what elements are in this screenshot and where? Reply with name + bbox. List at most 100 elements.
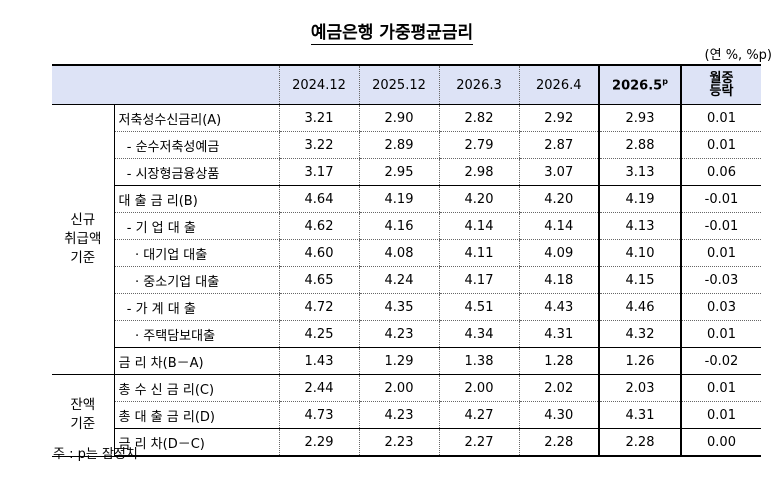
cell-value: 2.82	[438, 104, 519, 132]
table-row: 금 리 차(D－C) 2.29 2.23 2.27 2.28 2.28 0.00	[52, 428, 761, 457]
cell-value: 2.28	[598, 428, 682, 457]
cell-value: -0.03	[680, 266, 761, 294]
cell-value: 2.44	[278, 374, 359, 402]
cell-value: 3.13	[598, 158, 682, 186]
row-label: - 순수저축성예금	[113, 131, 279, 159]
table-title: 예금은행 가중평균금리	[310, 23, 474, 45]
cell-value: 4.23	[358, 401, 439, 429]
table-row: 대 출 금 리(B) 4.64 4.19 4.20 4.20 4.19 -0.01	[52, 185, 761, 213]
table-row: 총 대 출 금 리(D) 4.73 4.23 4.27 4.30 4.31 0.01	[52, 401, 761, 429]
table-row: · 중소기업 대출 4.65 4.24 4.17 4.18 4.15 -0.03	[52, 266, 761, 294]
cell-value: 1.29	[358, 347, 439, 375]
table-row: · 대기업 대출 4.60 4.08 4.11 4.09 4.10 0.01	[52, 239, 761, 267]
cell-value: 4.09	[518, 239, 599, 267]
cell-value: 4.46	[598, 293, 682, 321]
cell-value: 4.20	[438, 185, 519, 213]
row-label: - 시장형금융상품	[113, 158, 279, 186]
group-label: 잔액 기준	[52, 374, 115, 457]
cell-value: 4.23	[358, 320, 439, 348]
row-label: · 대기업 대출	[113, 239, 279, 267]
interest-rate-table: 2024.12 2025.12 2026.3 2026.4 2026.5p 월중…	[52, 64, 761, 457]
cell-value: 0.03	[680, 293, 761, 321]
cell-value: 0.00	[680, 428, 761, 457]
cell-value: 4.51	[438, 293, 519, 321]
header-2024-12: 2024.12	[278, 64, 359, 105]
table-row: 잔액 기준 총 수 신 금 리(C) 2.44 2.00 2.00 2.02 2.03 0.0…	[52, 374, 761, 457]
cell-value: 2.95	[358, 158, 439, 186]
cell-value: 2.23	[358, 428, 439, 457]
cell-value: 3.22	[278, 131, 359, 159]
cell-value: 1.43	[278, 347, 359, 375]
cell-value: -0.02	[680, 347, 761, 375]
row-label: - 기 업 대 출	[113, 212, 279, 240]
cell-value: 4.72	[278, 293, 359, 321]
cell-value: 0.06	[680, 158, 761, 186]
cell-value: 0.01	[680, 320, 761, 348]
cell-value: 1.38	[438, 347, 519, 375]
row-label: 총 수 신 금 리(C)	[113, 374, 279, 402]
cell-value: 4.64	[278, 185, 359, 213]
cell-value: 2.00	[358, 374, 439, 402]
cell-value: 4.31	[518, 320, 599, 348]
cell-value: 4.34	[438, 320, 519, 348]
cell-value: 2.79	[438, 131, 519, 159]
cell-value: 4.35	[358, 293, 439, 321]
cell-value: 4.10	[598, 239, 682, 267]
header-2025-12: 2025.12	[358, 64, 439, 105]
cell-value: 0.01	[680, 104, 761, 132]
table-body: 신규 취급액 기준 저축성수신금리(A) 3.21 2.90 2.82 2.92 2.93 0…	[52, 104, 761, 457]
cell-value: 3.17	[278, 158, 359, 186]
cell-value: 1.26	[598, 347, 682, 375]
row-label: · 주택담보대출	[113, 320, 279, 348]
header-2026-5: 2026.5p	[598, 64, 682, 105]
row-label: · 중소기업 대출	[113, 266, 279, 294]
cell-value: 4.27	[438, 401, 519, 429]
cell-value: 3.21	[278, 104, 359, 132]
cell-value: -0.01	[680, 212, 761, 240]
cell-value: 4.16	[358, 212, 439, 240]
cell-value: 2.00	[438, 374, 519, 402]
cell-value: 4.08	[358, 239, 439, 267]
table-row: - 순수저축성예금 3.22 2.89 2.79 2.87 2.88 0.01	[52, 131, 761, 159]
cell-value: 4.73	[278, 401, 359, 429]
header-2026-3: 2026.3	[438, 64, 519, 105]
cell-value: 2.27	[438, 428, 519, 457]
cell-value: 2.88	[598, 131, 682, 159]
row-label: 대 출 금 리(B)	[113, 185, 279, 213]
cell-value: 4.17	[438, 266, 519, 294]
cell-value: 4.15	[598, 266, 682, 294]
header-2026-4: 2026.4	[518, 64, 599, 105]
cell-value: 2.28	[518, 428, 599, 457]
cell-value: 4.11	[438, 239, 519, 267]
table-row: · 주택담보대출 4.25 4.23 4.34 4.31 4.32 0.01	[52, 320, 761, 348]
row-label: - 가 계 대 출	[113, 293, 279, 321]
cell-value: 0.01	[680, 401, 761, 429]
table-row: - 시장형금융상품 3.17 2.95 2.98 3.07 3.13 0.06	[52, 158, 761, 186]
cell-value: 4.18	[518, 266, 599, 294]
cell-value: 2.93	[598, 104, 682, 132]
header-blank	[52, 64, 279, 105]
footnote: 주 : p는 잠정치	[53, 447, 138, 462]
cell-value: 4.20	[518, 185, 599, 213]
cell-value: 4.65	[278, 266, 359, 294]
table-row: - 기 업 대 출 4.62 4.16 4.14 4.14 4.13 -0.01	[52, 212, 761, 240]
table-row: 금 리 차(B－A) 1.43 1.29 1.38 1.28 1.26 -0.02	[52, 347, 761, 375]
cell-value: 2.89	[358, 131, 439, 159]
cell-value: 4.19	[598, 185, 682, 213]
cell-value: 4.32	[598, 320, 682, 348]
cell-value: 4.19	[358, 185, 439, 213]
cell-value: 4.60	[278, 239, 359, 267]
table-row: 신규 취급액 기준 저축성수신금리(A) 3.21 2.90 2.82 2.92 2.93 0…	[52, 104, 761, 375]
group-label: 신규 취급액 기준	[52, 104, 115, 375]
cell-value: 2.92	[518, 104, 599, 132]
row-label: 저축성수신금리(A)	[113, 104, 279, 132]
cell-value: -0.01	[680, 185, 761, 213]
cell-value: 1.28	[518, 347, 599, 375]
cell-value: 2.03	[598, 374, 682, 402]
header-row: 2024.12 2025.12 2026.3 2026.4 2026.5p 월중…	[52, 64, 761, 105]
cell-value: 4.31	[598, 401, 682, 429]
row-label: 금 리 차(B－A)	[113, 347, 279, 375]
header-monthly-change: 월중 등락	[680, 64, 761, 105]
cell-value: 4.62	[278, 212, 359, 240]
cell-value: 2.87	[518, 131, 599, 159]
